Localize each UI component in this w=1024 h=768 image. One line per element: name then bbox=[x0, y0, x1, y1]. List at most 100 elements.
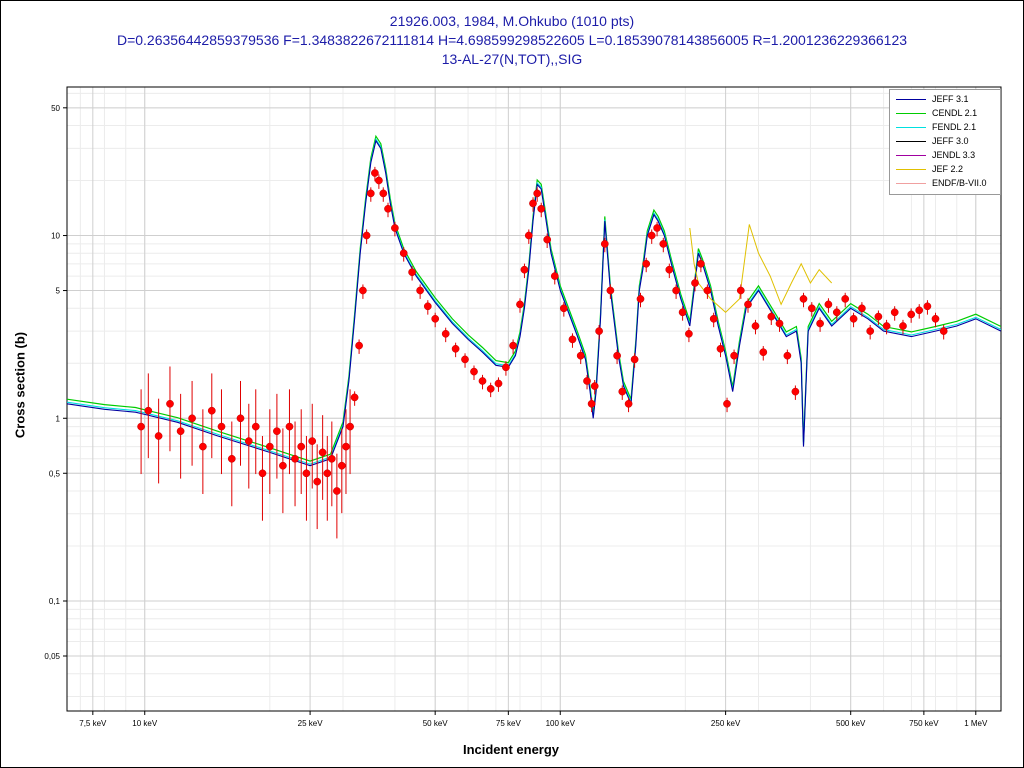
jef-2.2-curve bbox=[689, 224, 833, 313]
data-point bbox=[583, 377, 591, 385]
x-axis-label: Incident energy bbox=[462, 742, 560, 757]
y-tick-label: 1 bbox=[56, 414, 61, 423]
data-point bbox=[659, 240, 668, 248]
data-point bbox=[533, 189, 542, 198]
data-point bbox=[273, 427, 281, 436]
data-point bbox=[408, 268, 416, 277]
data-point bbox=[217, 422, 226, 431]
data-point bbox=[342, 442, 350, 451]
data-point bbox=[337, 461, 346, 470]
data-point bbox=[461, 355, 469, 364]
data-point bbox=[502, 363, 510, 372]
data-point bbox=[391, 224, 399, 232]
data-point bbox=[251, 422, 260, 431]
data-point bbox=[899, 322, 907, 330]
data-point bbox=[297, 442, 306, 451]
data-point bbox=[816, 319, 824, 328]
data-point bbox=[890, 308, 899, 317]
data-point bbox=[587, 399, 596, 408]
data-point bbox=[470, 367, 478, 376]
data-point bbox=[524, 231, 533, 240]
data-point bbox=[313, 477, 322, 486]
data-point bbox=[520, 265, 529, 274]
legend-swatch bbox=[896, 140, 926, 142]
x-tick-label: 250 keV bbox=[711, 719, 741, 728]
data-point bbox=[375, 176, 383, 185]
y-tick-label: 0,05 bbox=[44, 652, 60, 661]
jeff-3.1-curve bbox=[67, 139, 1001, 467]
data-point bbox=[384, 204, 392, 213]
chart-titles: 21926.003, 1984, M.Ohkubo (1010 pts) D=0… bbox=[0, 12, 1024, 69]
x-tick-label: 750 keV bbox=[909, 719, 939, 728]
legend-swatch bbox=[896, 182, 926, 184]
data-point bbox=[227, 454, 236, 463]
data-point bbox=[188, 414, 196, 423]
data-point bbox=[359, 286, 367, 295]
data-point bbox=[595, 327, 603, 335]
data-point bbox=[939, 327, 948, 335]
data-point bbox=[618, 387, 627, 396]
data-point bbox=[685, 329, 693, 338]
data-point bbox=[716, 344, 725, 353]
data-point bbox=[613, 351, 621, 360]
data-point bbox=[543, 235, 552, 244]
data-point bbox=[882, 322, 891, 330]
data-point bbox=[775, 319, 784, 328]
data-point bbox=[416, 286, 424, 295]
data-point bbox=[858, 304, 866, 313]
data-point bbox=[691, 279, 699, 287]
legend-label: JEFF 3.0 bbox=[932, 136, 969, 146]
chart-subtitle-reaction: 13-AL-27(N,TOT),,SIG bbox=[441, 51, 583, 67]
data-point bbox=[866, 327, 875, 335]
x-tick-label: 100 keV bbox=[546, 719, 576, 728]
data-point bbox=[697, 259, 705, 268]
data-point bbox=[653, 224, 661, 232]
data-point bbox=[915, 306, 924, 315]
cendl-2.1-curve bbox=[67, 134, 1001, 462]
data-point bbox=[441, 329, 450, 338]
fendl-2.1-curve bbox=[67, 137, 1001, 465]
data-point bbox=[849, 314, 858, 323]
y-tick-label: 0,1 bbox=[49, 597, 61, 606]
x-tick-label: 10 keV bbox=[132, 719, 158, 728]
data-point bbox=[333, 487, 341, 495]
data-point bbox=[423, 302, 432, 311]
data-point bbox=[350, 393, 359, 402]
data-point bbox=[744, 300, 752, 309]
data-point bbox=[355, 341, 363, 350]
legend-swatch bbox=[896, 112, 926, 114]
data-point bbox=[568, 335, 577, 344]
data-point bbox=[166, 399, 174, 408]
data-point bbox=[327, 454, 336, 463]
data-point bbox=[576, 351, 585, 360]
data-point bbox=[144, 406, 153, 415]
legend-swatch bbox=[896, 126, 926, 128]
legend-item: JEF 2.2 bbox=[896, 163, 963, 175]
data-point bbox=[431, 314, 440, 323]
data-point bbox=[730, 351, 738, 360]
chart-subtitle: D=0.26356442859379536 F=1.34838226721118… bbox=[116, 32, 908, 48]
legend-label: JENDL 3.3 bbox=[932, 150, 976, 160]
data-point bbox=[486, 384, 495, 393]
legend-label: CENDL 2.1 bbox=[932, 108, 978, 118]
legend-label: JEFF 3.1 bbox=[932, 94, 969, 104]
data-point bbox=[258, 469, 267, 478]
data-point bbox=[606, 286, 615, 295]
data-point bbox=[647, 231, 656, 240]
data-point bbox=[751, 322, 760, 330]
data-point bbox=[709, 314, 718, 323]
x-tick-label: 25 keV bbox=[298, 719, 324, 728]
data-point bbox=[642, 259, 651, 268]
chart-title: 21926.003, 1984, M.Ohkubo (1010 pts) bbox=[389, 13, 635, 29]
data-point bbox=[207, 406, 216, 415]
legend-swatch bbox=[896, 154, 926, 156]
x-tick-label: 50 keV bbox=[423, 719, 449, 728]
data-point bbox=[362, 231, 371, 240]
legend-item: ENDF/B-VII.0 bbox=[896, 177, 987, 189]
legend-item: JEFF 3.1 bbox=[896, 93, 969, 105]
data-point bbox=[600, 240, 609, 248]
data-point bbox=[874, 312, 883, 321]
data-point bbox=[923, 302, 932, 311]
data-point bbox=[783, 351, 792, 360]
